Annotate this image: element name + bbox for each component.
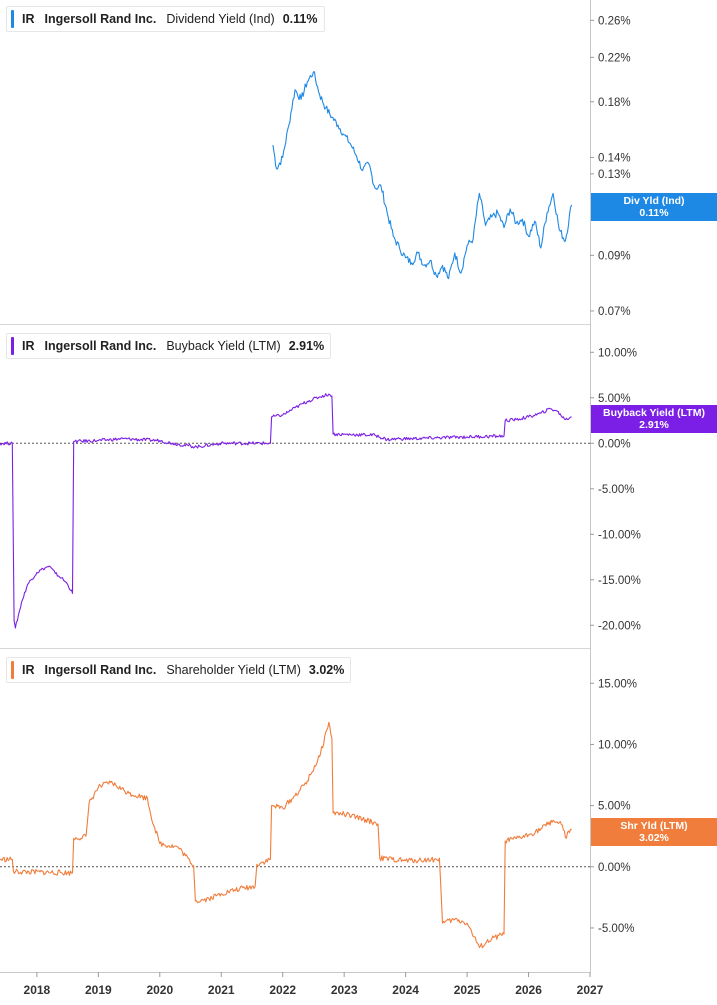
y-tick-label: 15.00% (598, 678, 637, 690)
y-tick-label: 0.00% (598, 862, 631, 874)
legend-value: 3.02% (308, 663, 345, 677)
legend-metric: Buyback Yield (LTM) (166, 339, 281, 353)
y-tick-label: 0.22% (598, 52, 631, 64)
y-tick-label: -20.00% (598, 620, 641, 632)
legend-metric: Shareholder Yield (LTM) (166, 663, 301, 677)
x-tick-label: 2020 (146, 983, 173, 997)
y-tick-label: 0.14% (598, 152, 631, 164)
series-color-marker (11, 661, 14, 679)
legend-ticker: IR (22, 663, 35, 677)
y-tick-label: 5.00% (598, 801, 631, 813)
x-tick-label: 2018 (24, 983, 51, 997)
tag-value: 0.11% (639, 207, 669, 219)
shareholder-yield-last-value-tag: Shr Yld (LTM) 3.02% (591, 818, 717, 846)
x-tick-label: 2019 (85, 983, 112, 997)
legend-company: Ingersoll Rand Inc. (44, 12, 157, 26)
x-tick-label: 2027 (577, 983, 604, 997)
dividend-yield-last-value-tag: Div Yld (Ind) 0.11% (591, 193, 717, 221)
x-tick-label: 2021 (208, 983, 235, 997)
y-tick-label: 0.18% (598, 97, 631, 109)
series-color-marker (11, 10, 14, 28)
y-tick-label: 10.00% (598, 347, 637, 359)
series-line (0, 721, 572, 949)
legend-value: 0.11% (282, 12, 318, 26)
legend-ticker: IR (22, 339, 35, 353)
y-tick-label: -5.00% (598, 484, 634, 496)
legend-ticker: IR (22, 12, 35, 26)
y-tick-label: -10.00% (598, 529, 641, 541)
legend-company: Ingersoll Rand Inc. (44, 339, 157, 353)
buyback-yield-last-value-tag: Buyback Yield (LTM) 2.91% (591, 405, 717, 433)
y-tick-label: -5.00% (598, 923, 634, 935)
y-tick-label: 0.26% (598, 15, 631, 27)
series-line (272, 71, 573, 280)
shareholder-yield-legend[interactable]: IR Ingersoll Rand Inc. Shareholder Yield… (6, 657, 352, 683)
x-tick-label: 2025 (454, 983, 481, 997)
series-color-marker (11, 337, 14, 355)
y-tick-label: 0.07% (598, 306, 631, 318)
y-tick-label: -15.00% (598, 575, 641, 587)
x-tick-label: 2024 (392, 983, 419, 997)
y-tick-label: 0.13% (598, 169, 631, 181)
series-line (0, 393, 572, 629)
legend-company: Ingersoll Rand Inc. (44, 663, 157, 677)
tag-label: Shr Yld (LTM) (620, 820, 688, 832)
tag-label: Buyback Yield (LTM) (603, 407, 705, 419)
y-tick-label: 5.00% (598, 393, 631, 405)
tag-value: 3.02% (639, 832, 669, 844)
y-tick-label: 0.09% (598, 250, 631, 262)
buyback-yield-legend[interactable]: IR Ingersoll Rand Inc. Buyback Yield (LT… (6, 333, 332, 359)
x-tick-label: 2026 (515, 983, 542, 997)
dividend-yield-legend[interactable]: IR Ingersoll Rand Inc. Dividend Yield (I… (6, 6, 325, 32)
legend-metric: Dividend Yield (Ind) (166, 12, 275, 26)
x-tick-label: 2022 (269, 983, 296, 997)
tag-value: 2.91% (639, 419, 669, 431)
x-tick-label: 2023 (331, 983, 358, 997)
y-tick-label: 10.00% (598, 739, 637, 751)
tag-label: Div Yld (Ind) (623, 195, 685, 207)
legend-value: 2.91% (288, 339, 325, 353)
y-tick-label: 0.00% (598, 438, 631, 450)
